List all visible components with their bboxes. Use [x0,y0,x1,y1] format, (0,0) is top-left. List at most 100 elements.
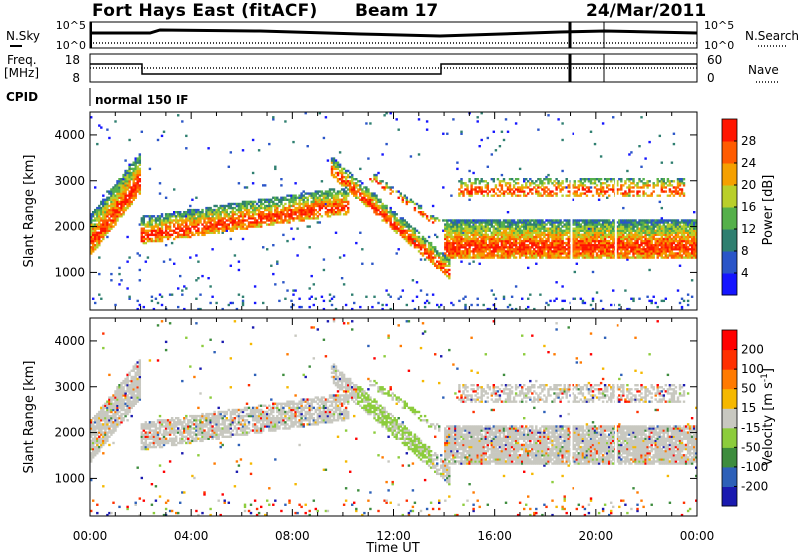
echo-cell [626,252,629,255]
echo-cell [529,256,532,259]
echo-cell [642,223,645,226]
echo-cell [276,260,279,263]
echo-cell [472,221,475,224]
echo-cell [92,211,95,214]
echo-cell [411,229,415,232]
echo-cell [492,231,496,234]
echo-cell [535,239,538,243]
echo-cell [434,264,437,267]
echo-cell [110,204,113,208]
echo-cell [470,188,473,191]
echo-cell [268,211,271,214]
echo-cell [166,215,170,218]
echo-cell [290,305,293,309]
echo-cell [622,206,625,210]
echo-cell [233,221,237,224]
echo-cell [160,231,164,234]
echo-cell [618,188,621,191]
echo-cell [413,239,417,243]
echo-cell [276,211,279,214]
echo-cell [541,225,544,228]
echo-cell [324,192,328,195]
echo-cell [120,213,123,216]
echo-cell [660,178,664,181]
echo-cell [612,246,615,249]
echo-cell [446,270,449,274]
echo-cell [369,200,372,204]
echo-cell [312,283,316,286]
echo-cell [292,217,295,220]
echo-cell [628,256,631,259]
echo-cell [514,307,518,311]
echo-cell [162,231,166,234]
echo-cell [160,225,164,228]
echo-cell [270,200,273,204]
echo-cell [328,299,332,303]
echo-cell [140,233,144,237]
echo-cell [431,215,435,218]
echo-cell [636,184,639,187]
echo-cell [506,237,510,241]
echo-cell [606,180,609,183]
echo-cell [480,138,483,142]
echo-cell [518,237,522,241]
echo-cell [361,198,364,201]
echo-cell [203,219,206,222]
echo-cell [521,188,524,191]
echo-cell [474,241,477,245]
echo-cell [197,211,200,214]
echo-cell [102,211,105,214]
echo-cell [355,190,358,193]
echo-cell [628,237,631,241]
echo-cell [314,198,318,201]
echo-cell [539,180,542,183]
echo-cell [500,227,504,230]
echo-cell [539,221,542,224]
echo-cell [423,305,427,309]
echo-cell [468,225,471,228]
echo-cell [458,237,461,241]
echo-cell [290,227,293,230]
echo-cell [531,229,534,232]
echo-cell [561,307,564,311]
echo-cell [660,254,664,257]
echo-cell [413,202,417,206]
echo-cell [636,223,639,226]
echo-cell [156,138,160,142]
echo-cell [514,182,518,185]
echo-cell [100,208,103,212]
echo-cell [168,223,172,226]
echo-cell [436,254,439,257]
echo-cell [624,241,627,245]
echo-cell [464,307,467,311]
echo-cell [466,250,469,253]
echo-cell [553,241,556,245]
echo-cell [116,196,119,199]
echo-cell [549,192,552,195]
date-title: 24/Mar/2011 [586,1,706,21]
echo-cell [413,229,417,232]
echo-cell [640,235,643,239]
echo-cell [468,227,471,230]
echo-cell [189,215,192,218]
echo-cell [187,235,190,239]
echo-cell [272,221,275,224]
echo-cell [298,196,301,199]
echo-cell [460,223,463,226]
echo-cell [597,219,601,222]
echo-cell [648,227,651,230]
echo-cell [561,194,564,197]
echo-cell [195,217,198,220]
echo-cell [205,215,208,218]
echo-cell [112,192,115,195]
echo-cell [452,246,455,249]
echo-cell [589,239,593,243]
echo-cell [375,175,378,179]
echo-cell [589,237,593,241]
echo-cell [300,305,303,309]
echo-cell [132,171,135,175]
echo-cell [442,254,445,257]
echo-cell [549,219,552,222]
echo-cell [488,223,492,226]
cpid-value: normal 150 IF [95,93,189,107]
